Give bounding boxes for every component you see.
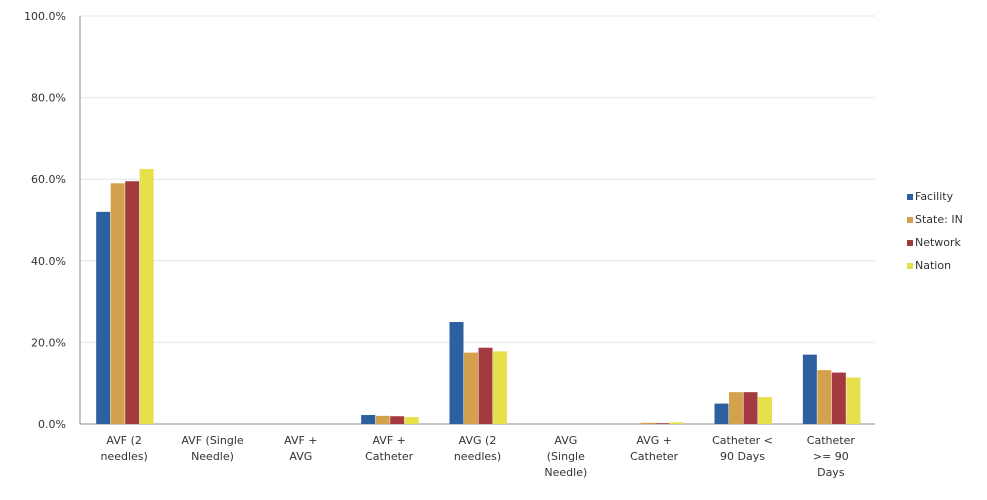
y-tick-label: 0.0%	[38, 418, 66, 431]
bars	[96, 169, 861, 424]
legend-swatch	[907, 194, 913, 200]
x-tick-label-line: AVF (2	[106, 434, 141, 447]
bar	[817, 370, 832, 424]
bar	[478, 347, 493, 424]
bar	[110, 183, 125, 424]
x-tick-label-line: Catheter	[807, 434, 856, 447]
x-tick-label-line: Days	[817, 466, 845, 479]
bar	[669, 422, 684, 424]
x-tick-label-line: Catheter	[630, 450, 679, 463]
x-tick-label-line: needles)	[454, 450, 501, 463]
x-tick-label: AVF + AVG	[284, 434, 317, 463]
x-tick-label-line: AVG	[554, 434, 577, 447]
x-tick-label: AVG + Catheter	[630, 434, 679, 463]
x-tick-label-line: AVG (2	[459, 434, 497, 447]
legend-label: Network	[915, 236, 962, 249]
bar	[404, 417, 419, 424]
x-tick-labels: AVF (2 needles) AVF (Single Needle) AVF + AVG…	[100, 434, 855, 479]
x-tick-label-line: >= 90	[813, 450, 849, 463]
legend-swatch	[907, 263, 913, 269]
bar	[125, 181, 140, 424]
legend-label: Facility	[915, 190, 954, 203]
legend: Facility State: IN Network Nation	[907, 190, 963, 272]
x-tick-label-line: 90 Days	[720, 450, 765, 463]
bar	[743, 392, 758, 424]
y-tick-label: 40.0%	[31, 255, 66, 268]
bar	[464, 352, 478, 424]
bar	[714, 403, 729, 424]
bar	[390, 416, 405, 424]
bar	[640, 422, 655, 424]
x-tick-label-line: AVG	[289, 450, 312, 463]
x-tick-label: AVF (2 needles)	[100, 434, 147, 463]
x-tick-label: AVF + Catheter	[365, 434, 414, 463]
x-tick-label-line: Catheter	[365, 450, 414, 463]
bar	[729, 392, 743, 424]
bar	[655, 423, 670, 424]
y-tick-label: 20.0%	[31, 336, 66, 349]
x-tick-label-line: AVF +	[372, 434, 405, 447]
bar	[139, 169, 154, 424]
x-tick-label-line: AVG +	[636, 434, 672, 447]
bar	[375, 415, 390, 424]
x-tick-label: AVF (Single Needle)	[181, 434, 244, 463]
y-tick-label: 100.0%	[24, 10, 66, 23]
bar	[361, 415, 376, 424]
x-tick-label: Catheter >= 90 Days	[807, 434, 856, 479]
bar	[96, 211, 111, 424]
x-tick-label: AVG (2 needles)	[454, 434, 501, 463]
legend-swatch	[907, 240, 913, 246]
y-tick-label: 60.0%	[31, 173, 66, 186]
x-tick-label: AVG (Single Needle)	[544, 434, 587, 479]
x-tick-label-line: needles)	[100, 450, 147, 463]
bar	[449, 322, 464, 424]
bar	[846, 377, 861, 424]
x-tick-label-line: Needle)	[191, 450, 234, 463]
x-tick-label: Catheter < 90 Days	[712, 434, 773, 463]
bar	[493, 351, 507, 424]
legend-label: State: IN	[915, 213, 963, 226]
bar	[831, 372, 846, 424]
gridlines	[80, 15, 875, 343]
x-tick-label-line: Needle)	[544, 466, 587, 479]
x-tick-label-line: AVF (Single	[181, 434, 244, 447]
x-tick-label-line: (Single	[547, 450, 585, 463]
x-tick-label-line: Catheter <	[712, 434, 773, 447]
bar	[758, 397, 772, 424]
y-tick-labels: 0.0% 20.0% 40.0% 60.0% 80.0% 100.0%	[24, 10, 66, 431]
y-tick-label: 80.0%	[31, 92, 66, 105]
bar	[802, 354, 817, 424]
legend-label: Nation	[915, 259, 951, 272]
x-tick-label-line: AVF +	[284, 434, 317, 447]
legend-swatch	[907, 217, 913, 223]
